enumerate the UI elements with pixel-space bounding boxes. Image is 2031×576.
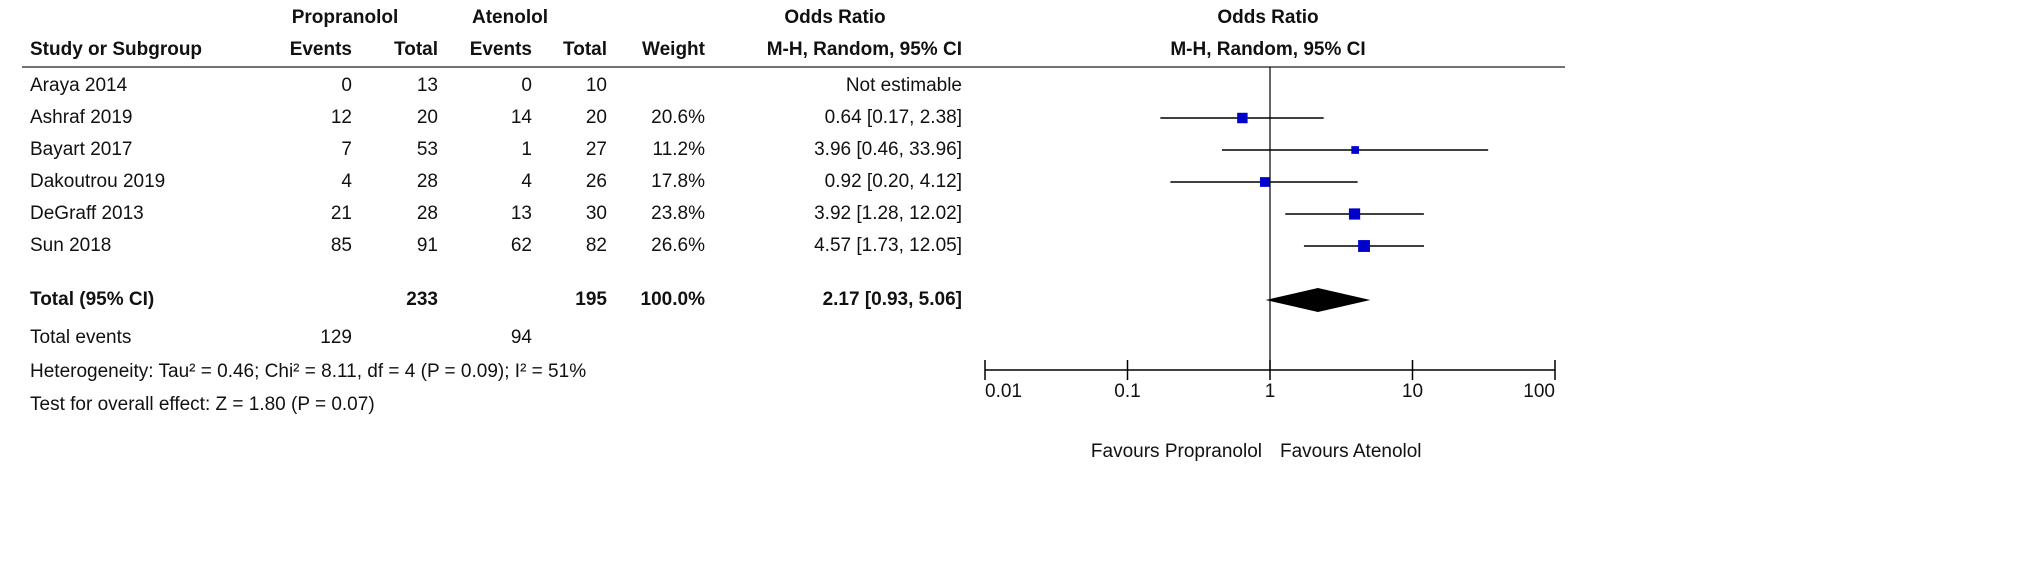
column-header: Total xyxy=(394,39,438,60)
odds-ratio: 0.64 [0.17, 2.38] xyxy=(825,107,962,128)
study-name: Dakoutrou 2019 xyxy=(30,171,165,192)
effect-marker xyxy=(1259,177,1270,187)
total-events-label: Total events xyxy=(30,327,131,348)
events-a: 0 xyxy=(341,75,352,96)
effect-marker xyxy=(1358,240,1370,252)
events-a: 21 xyxy=(331,203,352,224)
favours-left: Favours Propranolol xyxy=(1091,441,1262,462)
events-a: 12 xyxy=(331,107,352,128)
total-a: 91 xyxy=(417,235,438,256)
total-name: Total (95% CI) xyxy=(30,289,154,310)
total-b: 10 xyxy=(586,75,607,96)
column-header: Events xyxy=(290,39,352,60)
events-b: 1 xyxy=(521,139,532,160)
total-odds-ratio: 2.17 [0.93, 5.06] xyxy=(823,289,962,310)
total-b: 20 xyxy=(586,107,607,128)
group-header: Atenolol xyxy=(472,7,548,28)
odds-ratio: 3.92 [1.28, 12.02] xyxy=(814,203,962,224)
plot-subheader: M-H, Random, 95% CI xyxy=(1170,39,1365,60)
x-tick-label: 10 xyxy=(1402,381,1423,402)
odds-ratio: 0.92 [0.20, 4.12] xyxy=(825,171,962,192)
total-a: 13 xyxy=(417,75,438,96)
weight: 17.8% xyxy=(651,171,705,192)
total-a: 28 xyxy=(417,171,438,192)
column-header: Events xyxy=(470,39,532,60)
events-b: 14 xyxy=(511,107,533,128)
heterogeneity: Heterogeneity: Tau² = 0.46; Chi² = 8.11,… xyxy=(30,361,586,382)
events-a: 4 xyxy=(341,171,352,192)
study-name: Ashraf 2019 xyxy=(30,107,132,128)
total-a: 233 xyxy=(406,289,438,310)
events-a: 85 xyxy=(331,235,352,256)
odds-ratio: 4.57 [1.73, 12.05] xyxy=(814,235,962,256)
total-b: 30 xyxy=(586,203,607,224)
total-b: 26 xyxy=(586,171,607,192)
weight: 23.8% xyxy=(651,203,705,224)
summary-diamond xyxy=(1265,288,1371,312)
total-a: 20 xyxy=(417,107,438,128)
total-events-b: 94 xyxy=(511,327,533,348)
study-name: Sun 2018 xyxy=(30,235,111,256)
group-header: Propranolol xyxy=(292,7,399,28)
total-b: 195 xyxy=(575,289,607,310)
x-tick-label: 1 xyxy=(1265,381,1276,402)
weight: 20.6% xyxy=(651,107,705,128)
effect-marker xyxy=(1237,112,1248,124)
total-b: 82 xyxy=(586,235,607,256)
odds-ratio: Not estimable xyxy=(846,75,962,96)
total-a: 53 xyxy=(417,139,438,160)
column-header: M-H, Random, 95% CI xyxy=(767,39,962,60)
x-tick-label: 0.1 xyxy=(1114,381,1140,402)
events-a: 7 xyxy=(341,139,352,160)
column-header: Total xyxy=(563,39,607,60)
column-header: Study or Subgroup xyxy=(30,39,202,60)
events-b: 13 xyxy=(511,203,532,224)
total-a: 28 xyxy=(417,203,438,224)
effect-header: Odds Ratio xyxy=(784,7,885,28)
study-name: Araya 2014 xyxy=(30,75,128,96)
overall-effect: Test for overall effect: Z = 1.80 (P = 0… xyxy=(30,394,375,415)
x-tick-label: 100 xyxy=(1523,381,1555,402)
x-tick-label: 0.01 xyxy=(985,381,1022,402)
study-name: Bayart 2017 xyxy=(30,139,132,160)
total-events-a: 129 xyxy=(320,327,352,348)
weight: 26.6% xyxy=(651,235,705,256)
total-b: 27 xyxy=(586,139,607,160)
effect-marker xyxy=(1348,208,1361,220)
events-b: 62 xyxy=(511,235,532,256)
events-b: 0 xyxy=(521,75,532,96)
plot-header: Odds Ratio xyxy=(1217,7,1318,28)
total-weight: 100.0% xyxy=(641,289,706,310)
favours-right: Favours Atenolol xyxy=(1280,441,1422,462)
effect-marker xyxy=(1351,146,1360,154)
column-header: Weight xyxy=(642,39,706,60)
study-name: DeGraff 2013 xyxy=(30,203,144,224)
weight: 11.2% xyxy=(653,139,706,160)
odds-ratio: 3.96 [0.46, 33.96] xyxy=(814,139,962,160)
events-b: 4 xyxy=(521,171,532,192)
